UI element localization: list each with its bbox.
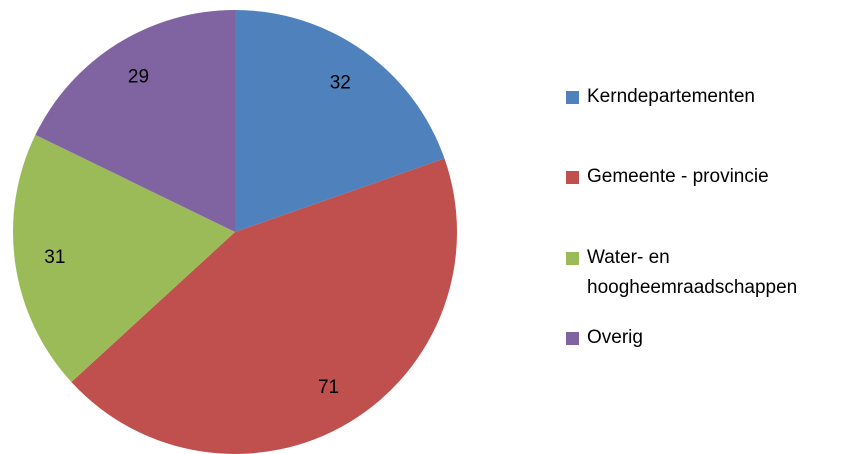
legend-label: Kerndepartementen xyxy=(587,86,755,107)
legend-label: Water- en hoogheemraadschappen xyxy=(587,247,798,298)
legend-swatch xyxy=(566,91,579,104)
data-label: 29 xyxy=(128,67,149,88)
legend-entry: Overig xyxy=(566,323,857,353)
pie-slice xyxy=(35,9,235,232)
legend-swatch xyxy=(566,171,579,184)
legend-swatch xyxy=(566,332,579,345)
pie-area: 32 71 31 29 xyxy=(12,9,458,454)
legend-label: Gemeente - provincie xyxy=(587,166,769,187)
legend-swatch xyxy=(566,252,579,265)
pie-slice xyxy=(235,10,445,232)
legend-entry: Water- en hoogheemraadschappen xyxy=(566,243,857,303)
data-label: 31 xyxy=(44,247,65,268)
pie-slice xyxy=(12,134,236,383)
pie-slice xyxy=(71,158,458,454)
legend-entry: Kerndepartementen xyxy=(566,82,857,112)
legend-entry: Gemeente - provincie xyxy=(566,162,857,192)
legend-label: Overig xyxy=(587,327,643,348)
data-label: 71 xyxy=(318,377,339,398)
data-label: 32 xyxy=(330,73,351,94)
